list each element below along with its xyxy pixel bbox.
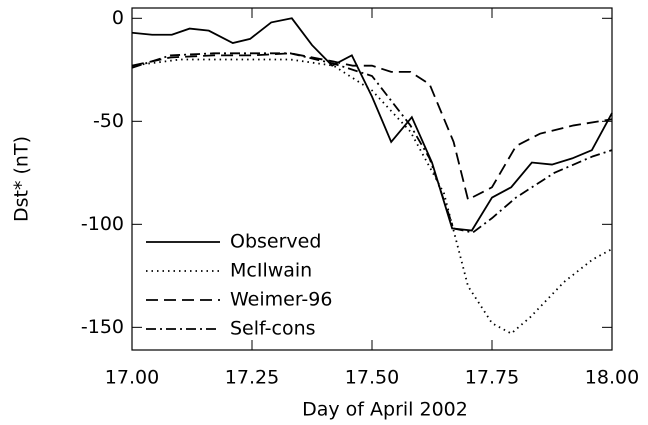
x-tick-label: 17.75 (465, 367, 519, 389)
series-line (131, 52, 613, 234)
y-axis-label: Dst* (nT) (11, 136, 33, 222)
y-tick-label: -150 (81, 316, 124, 338)
x-tick-label: 17.00 (105, 367, 159, 389)
series-line (131, 17, 613, 232)
series-line (131, 52, 613, 201)
x-tick-label: 17.25 (225, 367, 279, 389)
x-tick-label: 17.50 (345, 367, 399, 389)
y-tick-label: -100 (81, 213, 124, 235)
x-tick-label: 18.00 (585, 367, 639, 389)
x-axis-label: Day of April 2002 (302, 399, 468, 421)
legend-label: Weimer-96 (230, 289, 332, 311)
legend-label: Observed (230, 231, 321, 253)
series-line (131, 58, 613, 335)
y-tick-label: -50 (93, 110, 124, 132)
legend-label: McIlwain (230, 260, 312, 282)
legend-label: Self-cons (230, 318, 316, 340)
y-tick-label: 0 (112, 7, 124, 29)
